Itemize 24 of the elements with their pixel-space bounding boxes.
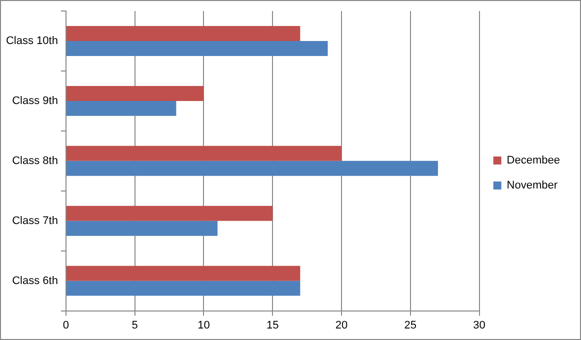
y-tick-label: Class 6th bbox=[12, 274, 58, 287]
legend-label: November bbox=[506, 180, 558, 192]
bar bbox=[66, 40, 328, 56]
x-tick-label: 30 bbox=[473, 319, 486, 332]
y-tick-label: Class 7th bbox=[12, 214, 58, 227]
y-tick-label: Class 10th bbox=[6, 35, 58, 48]
y-tick-label: Class 8th bbox=[12, 154, 58, 167]
x-tick-label: 25 bbox=[404, 319, 417, 332]
x-tick-label: 20 bbox=[335, 319, 348, 332]
x-tick-label: 10 bbox=[198, 319, 210, 332]
bar bbox=[66, 26, 300, 41]
x-tick-label: 15 bbox=[266, 319, 279, 332]
bar bbox=[66, 266, 300, 281]
x-tick-label: 5 bbox=[132, 319, 138, 332]
bar bbox=[66, 160, 438, 176]
bar bbox=[66, 86, 204, 101]
bar bbox=[66, 100, 176, 116]
bar bbox=[66, 280, 300, 296]
x-tick-label: 0 bbox=[62, 319, 70, 332]
bar bbox=[66, 206, 273, 221]
y-tick-label: Class 9th bbox=[12, 94, 58, 107]
bar bbox=[66, 220, 218, 236]
bar bbox=[66, 146, 342, 161]
legend-label: Decembee bbox=[506, 154, 560, 167]
